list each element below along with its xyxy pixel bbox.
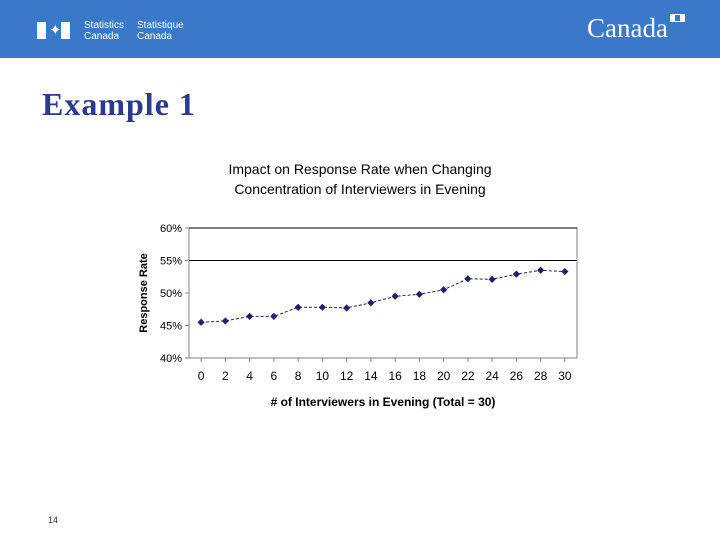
header-banner: ✦ Statistics Canada Statistique Canada C…	[0, 0, 720, 58]
maple-leaf-icon: ✦	[49, 21, 62, 39]
y-axis-label: Response Rate	[138, 253, 150, 332]
x-tick-label: 10	[316, 369, 330, 383]
x-tick-label: 16	[388, 369, 402, 383]
agency-name-french: Statistique Canada	[137, 20, 184, 42]
canada-wordmark: Canada	[587, 13, 668, 43]
data-point-marker	[440, 286, 448, 294]
agency-fr-line2: Canada	[137, 31, 173, 42]
series-line	[201, 269, 565, 323]
data-point-marker	[343, 304, 351, 312]
data-point-marker	[221, 317, 229, 325]
x-tick-label: 4	[246, 369, 253, 383]
x-tick-label: 12	[340, 369, 354, 383]
agency-name-english: Statistics Canada	[84, 20, 124, 42]
data-point-marker	[367, 299, 375, 307]
x-tick-label: 8	[295, 369, 302, 383]
data-point-marker	[561, 267, 569, 276]
x-tick-label: 20	[437, 369, 451, 383]
data-point-marker	[415, 290, 423, 298]
wordmark-flag-icon	[670, 14, 685, 22]
x-tick-label: 18	[413, 369, 427, 383]
y-tick-label: 45%	[160, 321, 182, 333]
x-tick-label: 30	[558, 369, 572, 383]
x-tick-label: 28	[534, 369, 548, 383]
agency-fr-line1: Statistique	[137, 20, 184, 31]
flag-right-bar	[61, 22, 70, 39]
data-point-marker	[537, 266, 545, 274]
slide-title: Example 1	[42, 86, 196, 122]
chart-title-line2: Concentration of Interviewers in Evening	[234, 181, 485, 197]
plot-area	[188, 227, 578, 359]
x-tick-label: 2	[222, 369, 229, 383]
page-number: 14	[48, 515, 59, 525]
data-point-marker	[270, 312, 278, 320]
agency-en-line2: Canada	[84, 31, 120, 42]
y-tick-label: 60%	[160, 223, 182, 235]
x-tick-label: 6	[271, 369, 278, 383]
y-tick-label: 40%	[160, 353, 182, 365]
data-point-marker	[391, 292, 399, 300]
x-tick-label: 22	[461, 369, 475, 383]
y-tick-label: 55%	[160, 256, 182, 268]
data-point-marker	[197, 318, 205, 326]
agency-en-line1: Statistics	[84, 20, 125, 31]
x-tick-label: 14	[364, 369, 378, 383]
data-point-marker	[464, 275, 472, 283]
data-point-marker	[294, 303, 302, 311]
x-axis-label: # of Interviewers in Evening (Total = 30…	[271, 395, 496, 409]
x-tick-label: 26	[510, 369, 524, 383]
x-tick-label: 24	[485, 369, 499, 383]
flag-left-bar	[37, 22, 46, 39]
x-tick-label: 0	[198, 369, 205, 383]
data-point-marker	[318, 303, 326, 311]
line-chart: Impact on Response Rate when Changing Co…	[138, 161, 578, 409]
chart-title-line1: Impact on Response Rate when Changing	[228, 161, 491, 177]
y-tick-label: 50%	[160, 288, 182, 300]
